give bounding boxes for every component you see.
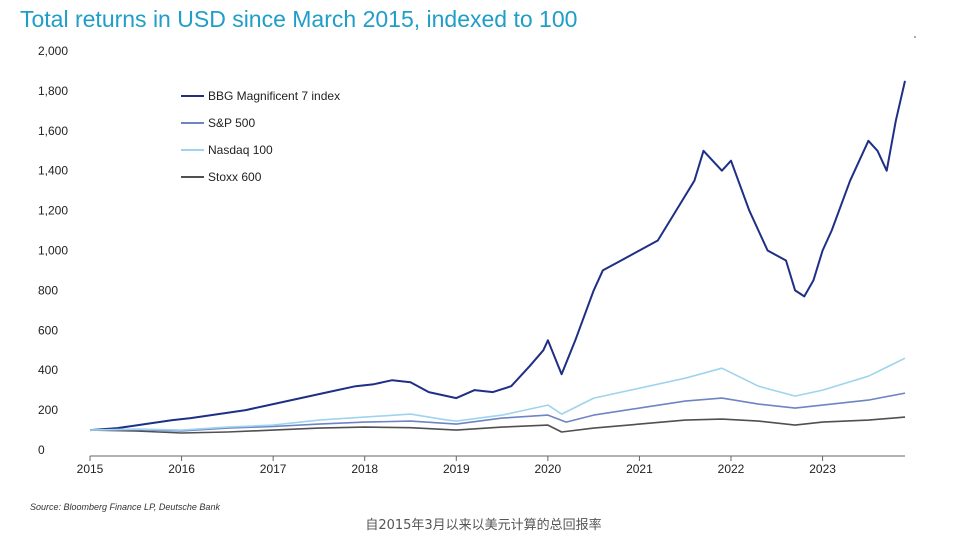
x-tick-label: 2018	[351, 462, 378, 476]
y-tick: 600	[38, 323, 58, 337]
x-tick-label: 2016	[168, 462, 195, 476]
legend-label: BBG Magnificent 7 index	[208, 89, 340, 103]
y-tick-label: 600	[38, 323, 58, 337]
legend-item: S&P 500	[181, 116, 255, 130]
x-axis: 2015 2016 2017 2018 2019 2020 2021 2022 2023	[77, 455, 905, 476]
x-tick-label: 2019	[443, 462, 470, 476]
x-tick: 2020	[535, 456, 562, 476]
legend-label: Stoxx 600	[208, 170, 262, 184]
y-tick-label: 1,600	[38, 124, 68, 138]
legend-item: Nasdaq 100	[181, 143, 273, 157]
y-tick-label: 0	[38, 443, 45, 457]
y-tick: 1,400	[38, 164, 68, 178]
y-tick-label: 1,200	[38, 204, 68, 218]
series-line-bbg-magnificent-7-index	[89, 80, 906, 432]
legend-item: Stoxx 600	[181, 170, 262, 184]
x-tick-label: 2020	[535, 462, 562, 476]
x-tick: 2021	[626, 456, 653, 476]
x-tick: 2015	[77, 456, 104, 476]
y-tick: 1,000	[38, 244, 68, 258]
x-tick: 2017	[260, 456, 287, 476]
y-tick: 400	[38, 363, 58, 377]
y-tick-label: 800	[38, 283, 58, 297]
series-line-s-p-500	[89, 392, 906, 432]
legend-item: BBG Magnificent 7 index	[181, 89, 340, 103]
y-tick-label: 200	[38, 403, 58, 417]
y-axis: 0 200 400 600 800 1,000 1,200 1,400 1,600 1,800 2,…	[38, 44, 68, 457]
caption: 自2015年3月以来以美元计算的总回报率	[365, 518, 602, 533]
x-tick: 2019	[443, 456, 470, 476]
series-group	[89, 80, 906, 434]
y-tick: 2,000	[38, 44, 68, 58]
x-tick-label: 2017	[260, 462, 287, 476]
x-tick-label: 2021	[626, 462, 653, 476]
y-tick-label: 1,800	[38, 84, 68, 98]
x-tick: 2018	[351, 456, 378, 476]
y-tick-label: 1,000	[38, 244, 68, 258]
x-tick-label: 2023	[809, 462, 836, 476]
legend: BBG Magnificent 7 index S&P 500 Nasdaq 100…	[181, 89, 340, 184]
source-note: Source: Bloomberg Finance LP, Deutsche B…	[30, 502, 220, 512]
y-tick-label: 400	[38, 363, 58, 377]
y-tick: 1,800	[38, 84, 68, 98]
corner-mark	[914, 36, 916, 38]
y-tick: 800	[38, 283, 58, 297]
line-chart: 0 200 400 600 800 1,000 1,200 1,400 1,600 1,800 2,…	[38, 44, 906, 476]
y-tick-label: 1,400	[38, 164, 68, 178]
y-tick: 1,600	[38, 124, 68, 138]
series-line-stoxx-600	[89, 416, 906, 434]
legend-label: S&P 500	[208, 116, 255, 130]
y-tick: 0	[38, 443, 45, 457]
y-tick-label: 2,000	[38, 44, 68, 58]
series-line-nasdaq-100	[89, 357, 906, 431]
x-tick-label: 2022	[718, 462, 745, 476]
x-tick: 2016	[168, 456, 195, 476]
legend-label: Nasdaq 100	[208, 143, 273, 157]
x-tick: 2023	[809, 456, 836, 476]
x-tick-label: 2015	[77, 462, 104, 476]
y-tick: 200	[38, 403, 58, 417]
chart-title: Total returns in USD since March 2015, i…	[20, 6, 578, 32]
y-tick: 1,200	[38, 204, 68, 218]
x-tick: 2022	[718, 456, 745, 476]
